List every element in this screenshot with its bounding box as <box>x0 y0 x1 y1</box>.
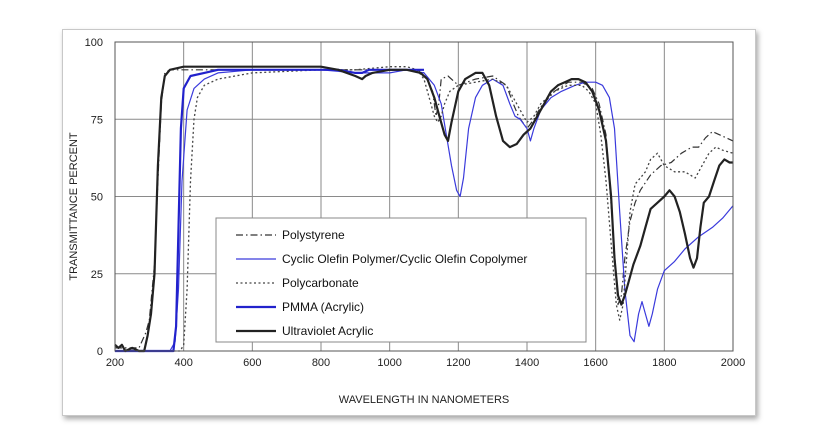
transmittance-chart: 200 400 600 800 1000 1200 1400 1600 1800 2000 0 25 5… <box>68 37 746 406</box>
x-axis-title: WAVELENGTH IN NANOMETERS <box>339 394 510 406</box>
x-tick-label: 400 <box>174 357 192 369</box>
y-tick-label: 0 <box>97 346 103 358</box>
legend: Polystyrene Cyclic Olefin Polymer/Cyclic … <box>215 217 587 343</box>
x-tick-label: 200 <box>106 357 124 369</box>
x-tick-label: 1000 <box>377 357 401 369</box>
tick-labels: 200 400 600 800 1000 1200 1400 1600 1800 2000 0 25 5… <box>85 37 746 369</box>
series-line-3 <box>115 66 734 352</box>
y-axis-title: TRANSMITTANCE PERCENT <box>68 132 80 281</box>
x-tick-label: 2000 <box>721 357 745 369</box>
legend-label-3: Polycarbonate <box>282 276 359 290</box>
x-tick-label: 1400 <box>515 357 539 369</box>
series-line-5 <box>114 65 733 353</box>
plot-frame <box>114 41 734 352</box>
legend-label-1: Polystyrene <box>282 228 345 242</box>
x-tick-label: 1200 <box>446 357 470 369</box>
x-tick-label: 1600 <box>583 357 607 369</box>
y-tick-label: 50 <box>91 192 103 204</box>
chart-figure: 200 400 600 800 1000 1200 1400 1600 1800 2000 0 25 5… <box>62 29 756 416</box>
series-line-4 <box>115 68 424 353</box>
series-lines <box>114 65 734 353</box>
legend-box <box>215 217 587 343</box>
x-tick-label: 800 <box>312 357 330 369</box>
legend-label-4: PMMA (Acrylic) <box>282 300 364 314</box>
y-tick-label: 25 <box>91 269 103 281</box>
y-tick-label: 100 <box>85 37 103 49</box>
y-tick-label: 75 <box>91 114 103 126</box>
x-tick-label: 1800 <box>652 357 676 369</box>
x-tick-label: 600 <box>243 357 261 369</box>
legend-label-5: Ultraviolet Acrylic <box>282 324 373 338</box>
legend-label-2: Cyclic Olefin Polymer/Cyclic Olefin Copo… <box>282 252 527 266</box>
